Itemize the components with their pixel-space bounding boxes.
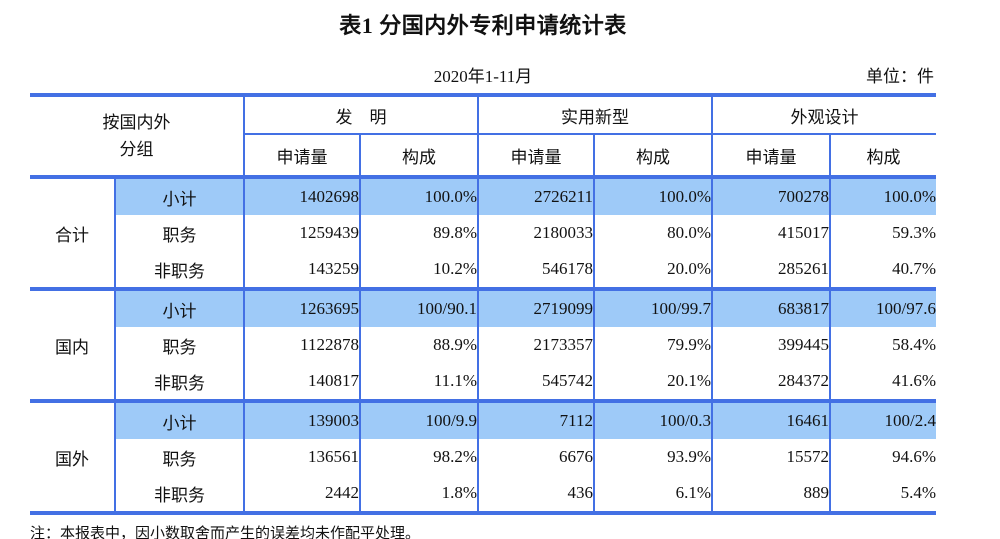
data-cell: 2719099	[477, 289, 594, 327]
data-cell: 10.2%	[359, 251, 478, 291]
row-label: 小计	[114, 401, 244, 439]
data-cell: 889	[711, 475, 830, 515]
data-cell: 415017	[711, 215, 830, 251]
data-cell: 41.6%	[829, 363, 936, 403]
row-label: 非职务	[114, 475, 244, 515]
data-cell: 100.0%	[593, 177, 712, 215]
sub-header-composition: 构成	[829, 134, 936, 179]
data-cell: 6.1%	[593, 475, 712, 515]
data-cell: 98.2%	[359, 439, 478, 475]
data-cell: 5.4%	[829, 475, 936, 515]
data-cell: 100/97.6	[829, 289, 936, 327]
data-cell: 284372	[711, 363, 830, 403]
header-row-groups: 按国内外 分组 发 明 实用新型 外观设计	[30, 95, 936, 179]
col-group-header-invention: 发 明	[243, 95, 478, 135]
table-row-subtotal: 合计 小计 1402698 100.0% 2726211 100.0% 7002…	[30, 177, 936, 291]
data-cell: 100/9.9	[359, 401, 478, 439]
row-label: 小计	[114, 177, 244, 215]
data-cell: 1122878	[243, 327, 360, 363]
data-cell: 285261	[711, 251, 830, 291]
data-cell: 1.8%	[359, 475, 478, 515]
data-cell: 1402698	[243, 177, 360, 215]
table-row: 非职务 140817 11.1% 545742 20.1% 284372 41.…	[30, 363, 936, 403]
table-row: 非职务 143259 10.2% 546178 20.0% 285261 40.…	[30, 251, 936, 291]
data-cell: 20.0%	[593, 251, 712, 291]
corner-header-line1: 按国内外	[102, 112, 171, 132]
row-label: 职务	[114, 215, 244, 251]
data-cell: 6676	[477, 439, 594, 475]
data-cell: 700278	[711, 177, 830, 215]
data-cell: 100/99.7	[593, 289, 712, 327]
data-cell: 399445	[711, 327, 830, 363]
row-label: 非职务	[114, 363, 244, 403]
sub-header-applications: 申请量	[243, 134, 360, 179]
data-cell: 139003	[243, 401, 360, 439]
footnote: 注：本报表中，因小数取舍而产生的误差均未作配平处理。	[30, 526, 421, 539]
data-cell: 1263695	[243, 289, 360, 327]
data-cell: 58.4%	[829, 327, 936, 363]
data-cell: 136561	[243, 439, 360, 475]
unit-label: 单位：件	[866, 67, 934, 86]
data-cell: 20.1%	[593, 363, 712, 403]
row-label: 职务	[114, 327, 244, 363]
data-cell: 546178	[477, 251, 594, 291]
col-group-header-design: 外观设计	[711, 95, 936, 135]
group-label-total: 合计	[30, 177, 115, 291]
data-cell: 545742	[477, 363, 594, 403]
data-cell: 2173357	[477, 327, 594, 363]
row-label: 非职务	[114, 251, 244, 291]
sub-header-applications: 申请量	[477, 134, 594, 179]
data-cell: 143259	[243, 251, 360, 291]
sub-header-composition: 构成	[359, 134, 478, 179]
data-cell: 100.0%	[829, 177, 936, 215]
table-row-subtotal: 国外 小计 139003 100/9.9 7112 100/0.3 16461 …	[30, 401, 936, 515]
sub-header-composition: 构成	[593, 134, 712, 179]
group-label-foreign: 国外	[30, 401, 115, 515]
table-row: 职务 136561 98.2% 6676 93.9% 15572 94.6%	[30, 439, 936, 475]
table-row-subtotal: 国内 小计 1263695 100/90.1 2719099 100/99.7 …	[30, 289, 936, 403]
row-label: 小计	[114, 289, 244, 327]
data-cell: 2180033	[477, 215, 594, 251]
data-cell: 100/0.3	[593, 401, 712, 439]
data-cell: 683817	[711, 289, 830, 327]
header-row-subcolumns: 申请量 构成 申请量 构成 申请量 构成	[30, 134, 936, 179]
data-cell: 100/2.4	[829, 401, 936, 439]
table-row: 非职务 2442 1.8% 436 6.1% 889 5.4%	[30, 475, 936, 515]
table-row: 职务 1122878 88.9% 2173357 79.9% 399445 58…	[30, 327, 936, 363]
data-cell: 1259439	[243, 215, 360, 251]
patent-statistics-table: 按国内外 分组 发 明 实用新型 外观设计 申请量 构成 申请量 构成 申请量 …	[30, 93, 936, 515]
data-cell: 93.9%	[593, 439, 712, 475]
col-group-header-utility-model: 实用新型	[477, 95, 712, 135]
group-label-domestic: 国内	[30, 289, 115, 403]
row-label: 职务	[114, 439, 244, 475]
corner-header: 按国内外 分组	[30, 95, 244, 179]
data-cell: 89.8%	[359, 215, 478, 251]
data-cell: 100/90.1	[359, 289, 478, 327]
meta-row: 2020年1-11月 单位：件	[30, 62, 936, 88]
table-row: 职务 1259439 89.8% 2180033 80.0% 415017 59…	[30, 215, 936, 251]
data-cell: 2442	[243, 475, 360, 515]
data-cell: 7112	[477, 401, 594, 439]
data-cell: 15572	[711, 439, 830, 475]
data-cell: 100.0%	[359, 177, 478, 215]
data-cell: 436	[477, 475, 594, 515]
data-cell: 140817	[243, 363, 360, 403]
corner-header-line2: 分组	[119, 140, 154, 159]
period-label: 2020年1-11月	[433, 67, 533, 86]
data-cell: 16461	[711, 401, 830, 439]
data-cell: 80.0%	[593, 215, 712, 251]
data-cell: 40.7%	[829, 251, 936, 291]
data-cell: 59.3%	[829, 215, 936, 251]
sub-header-applications: 申请量	[711, 134, 830, 179]
data-cell: 11.1%	[359, 363, 478, 403]
data-cell: 79.9%	[593, 327, 712, 363]
data-cell: 2726211	[477, 177, 594, 215]
data-cell: 94.6%	[829, 439, 936, 475]
data-cell: 88.9%	[359, 327, 478, 363]
table-title: 表1 分国内外专利申请统计表	[339, 13, 627, 38]
